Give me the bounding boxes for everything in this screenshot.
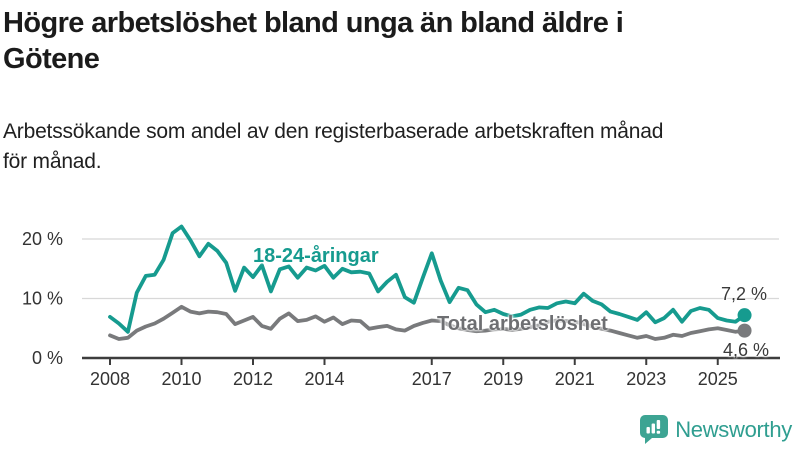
youth-series-line [108,224,747,334]
newsworthy-logo[interactable]: Newsworthy [639,414,792,445]
x-axis-tick-label: 2008 [90,369,130,389]
page-title-line-1: Högre arbetslöshet bland unga än bland ä… [3,7,624,39]
youth-end-value-label: 7,2 % [721,284,768,304]
x-axis-tick-label: 2021 [555,369,595,389]
x-axis-tick-label: 2012 [233,369,273,389]
youth-series-end-dot [737,308,752,323]
x-axis-tick-label: 2025 [698,369,738,389]
y-axis-tick-label: 20 % [22,229,63,249]
chart-subtitle-line-2: för månad. [3,150,102,173]
x-axis-tick-label: 2017 [412,369,452,389]
x-axis-tick-label: 2019 [483,369,523,389]
y-axis-tick-label: 10 % [22,289,63,309]
y-axis-tick-label: 0 % [32,348,63,368]
total-series-line [108,304,747,341]
page-title-line-2: Götene [3,43,100,75]
newsworthy-logo-icon [640,415,669,444]
page-title: Högre arbetslöshet bland unga än bland ä… [3,5,624,77]
total-series-label: Total arbetslöshet [437,313,608,335]
youth-series-label: 18-24-åringar [253,245,379,267]
chart-subtitle-line-1: Arbetssökande som andel av den registerb… [3,120,664,143]
chart-subtitle: Arbetssökande som andel av den registerb… [3,117,663,177]
newsworthy-logo-text: Newsworthy [675,416,792,442]
total-end-value-label: 4,6 % [723,340,770,360]
x-axis-tick-label: 2010 [161,369,201,389]
x-axis-tick-label: 2023 [626,369,666,389]
total-series-end-dot [737,323,752,338]
x-axis-tick-label: 2014 [304,369,344,389]
